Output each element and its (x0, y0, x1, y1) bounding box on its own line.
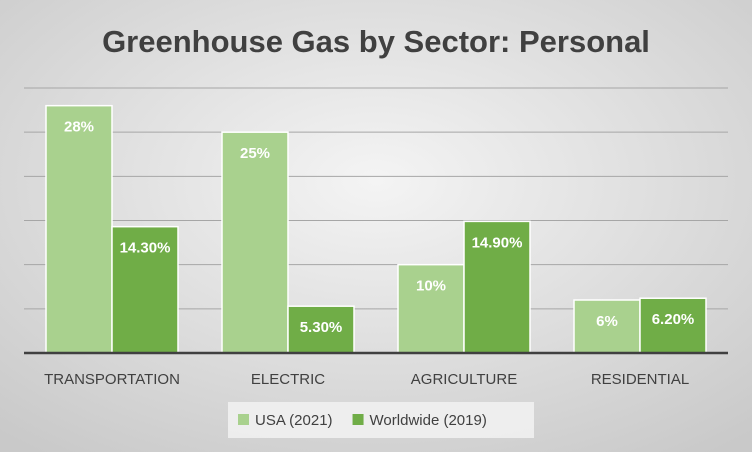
legend-label: USA (2021) (255, 412, 333, 429)
chart-title: Greenhouse Gas by Sector: Personal (102, 24, 650, 59)
bar (111, 225, 179, 354)
data-label: 28% (64, 119, 94, 136)
legend-box (228, 402, 534, 438)
legend-swatch (352, 414, 364, 425)
bar (221, 131, 289, 354)
x-tick-label: TRANSPORTATION (44, 371, 180, 388)
bar (463, 220, 531, 354)
x-tick-label: AGRICULTURE (411, 371, 517, 388)
bar (639, 297, 707, 354)
data-label: 10% (416, 278, 446, 295)
bar (287, 305, 355, 354)
data-label: 14.90% (472, 234, 523, 251)
data-label: 6% (596, 313, 618, 330)
data-label: 5.30% (300, 319, 343, 336)
legend-swatch (238, 414, 249, 425)
x-tick-label: ELECTRIC (251, 371, 325, 388)
x-tick-label: RESIDENTIAL (591, 371, 689, 388)
legend-label: Worldwide (2019) (370, 412, 487, 429)
data-label: 25% (240, 145, 270, 162)
data-label: 6.20% (652, 311, 695, 328)
bar (573, 299, 641, 354)
bar (45, 104, 113, 354)
data-label: 14.30% (120, 240, 171, 257)
